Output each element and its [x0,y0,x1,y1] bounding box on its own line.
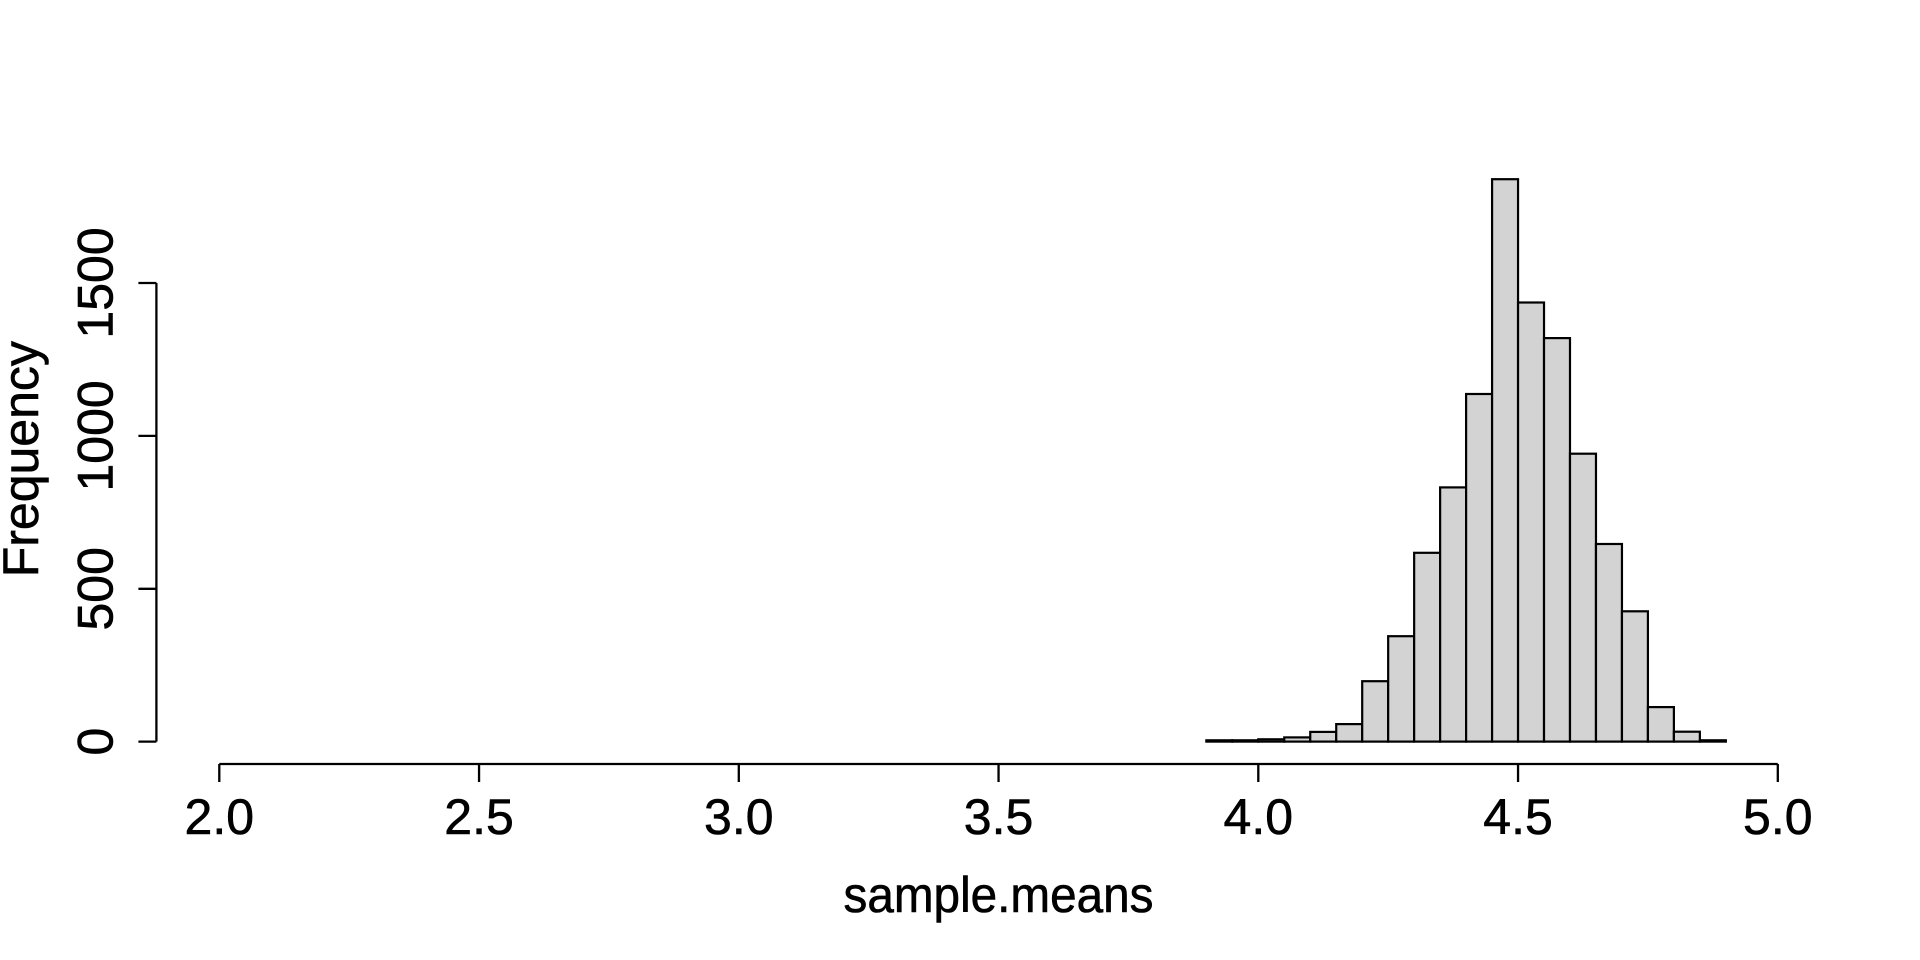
svg-text:500: 500 [68,547,124,630]
svg-text:3.5: 3.5 [964,789,1034,845]
svg-text:0: 0 [68,728,124,756]
svg-text:1000: 1000 [68,380,124,491]
svg-text:5.0: 5.0 [1743,789,1813,845]
svg-text:2.5: 2.5 [444,789,514,845]
svg-text:3.0: 3.0 [704,789,774,845]
svg-text:2.0: 2.0 [185,789,255,845]
svg-text:4.0: 4.0 [1224,789,1294,845]
svg-text:4.5: 4.5 [1483,789,1553,845]
svg-text:1500: 1500 [68,227,124,338]
svg-text:sample.means: sample.means [844,867,1154,923]
svg-text:Frequency: Frequency [0,341,49,577]
